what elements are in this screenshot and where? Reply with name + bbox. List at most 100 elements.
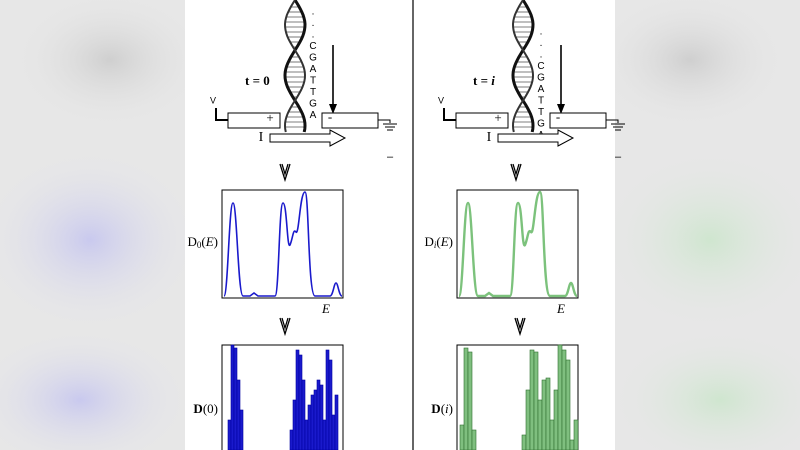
- current-label: I: [259, 130, 264, 145]
- sequence-letter: C: [309, 41, 316, 52]
- histogram-bar: [537, 399, 543, 450]
- flow-arrow: [514, 317, 526, 337]
- minus-sign: -: [328, 109, 332, 124]
- blur: [590, 0, 790, 130]
- spectrum-label-part: D: [187, 234, 196, 249]
- sequence-letter: .: [540, 38, 543, 49]
- flow-arrow: [279, 163, 291, 183]
- histogram-bar: [295, 349, 300, 450]
- histogram-bar: [463, 347, 469, 450]
- current-arrow: [269, 129, 347, 147]
- wire: [443, 108, 456, 121]
- histogram-bar: [541, 379, 547, 450]
- wire: [215, 108, 228, 121]
- sequence-letter: C: [537, 61, 544, 72]
- histogram-bar: [467, 351, 473, 450]
- histogram-bar: [549, 419, 555, 450]
- histogram-label: D(0): [193, 401, 218, 416]
- histogram-bar: [319, 384, 324, 450]
- histogram-bar: [334, 394, 339, 450]
- spectrum-label-part: ): [214, 234, 218, 249]
- histogram-bar: [525, 389, 531, 450]
- sequence-letter: .: [540, 50, 543, 61]
- spectrum-label-part: (: [201, 234, 205, 249]
- spectrum-label: D0(E): [187, 234, 218, 250]
- sequence-letter: G: [537, 119, 545, 130]
- sign-label: –: [615, 151, 622, 163]
- time-label-part: i: [491, 73, 495, 88]
- sign-label: –: [387, 151, 394, 163]
- histogram-bar: [533, 351, 539, 450]
- histogram-label-part: 0: [207, 401, 214, 416]
- histogram-bar: [289, 429, 294, 450]
- histogram-bar: [313, 389, 318, 450]
- spectrum-label-part: E: [440, 234, 449, 249]
- blur: [610, 330, 800, 450]
- sequence-letter: A: [310, 110, 317, 121]
- sequence-letter: T: [538, 96, 544, 107]
- energy-label: E: [556, 301, 565, 316]
- time-label-part: t =: [473, 73, 491, 88]
- spectrum-label-part: ): [449, 234, 453, 249]
- histogram-bar: [227, 419, 232, 450]
- histogram-bar: [545, 377, 551, 450]
- time-label: t = i: [473, 73, 495, 88]
- spectrum-label-part: i: [434, 240, 437, 250]
- histogram-label-part: (: [203, 401, 207, 416]
- spectrum-label-part: D: [424, 234, 433, 249]
- histogram-bar: [459, 424, 465, 450]
- histogram-bar: [573, 419, 579, 450]
- histogram-label-part: (: [441, 401, 445, 416]
- motion-arrowhead: [557, 104, 565, 114]
- sequence-letter: T: [310, 87, 316, 98]
- current-label: I: [487, 130, 492, 145]
- blur: [0, 150, 200, 330]
- histogram-label-part: ): [449, 401, 453, 416]
- dna-strand: [511, 0, 535, 133]
- dna-strand: [511, 0, 535, 133]
- spectrum-label-part: 0: [197, 240, 202, 250]
- sequence-letter: .: [312, 30, 315, 41]
- plus-sign: +: [266, 110, 273, 125]
- spectrum-curve: [457, 190, 578, 298]
- current-arrow: [497, 129, 575, 147]
- spectrum-label-part: (: [436, 234, 440, 249]
- sequence-letter: .: [312, 7, 315, 18]
- histogram-bar: [328, 359, 333, 450]
- sequence-letter: T: [310, 76, 316, 87]
- sequence-letter: G: [309, 53, 317, 64]
- time-label-part: t = 0: [245, 73, 270, 88]
- histogram-label: D(i): [431, 401, 453, 416]
- minus-sign: -: [556, 109, 560, 124]
- plus-sign: +: [494, 110, 501, 125]
- flow-arrow: [510, 163, 522, 183]
- histogram-label-part: ): [214, 401, 218, 416]
- histogram-bar: [529, 349, 535, 450]
- sequence-letter: A: [538, 84, 545, 95]
- voltage-label: V: [210, 95, 216, 105]
- histogram-bar: [316, 379, 321, 450]
- histogram-bar: [298, 354, 303, 450]
- sequence-letter: .: [312, 18, 315, 29]
- sequence-letter: A: [310, 64, 317, 75]
- energy-label: E: [321, 301, 330, 316]
- histogram-label-part: i: [445, 401, 449, 416]
- histogram-label-part: D: [193, 401, 202, 416]
- histogram-bar: [569, 439, 575, 450]
- sequence-letter: .: [540, 27, 543, 38]
- blur: [0, 330, 190, 450]
- histogram-bar: [325, 349, 330, 450]
- spectrum-label-part: E: [205, 234, 214, 249]
- spectrum-label: Di(E): [424, 234, 453, 250]
- blur: [600, 150, 800, 330]
- group: D0(E)ED(0): [187, 189, 344, 450]
- histogram-bar: [322, 419, 327, 450]
- wire: [378, 119, 391, 123]
- motion-arrowhead: [329, 104, 337, 114]
- histogram-bar: [301, 379, 306, 450]
- voltage-label: V: [438, 95, 444, 105]
- spectrum-frame: [456, 189, 579, 299]
- histogram-bar: [292, 399, 297, 450]
